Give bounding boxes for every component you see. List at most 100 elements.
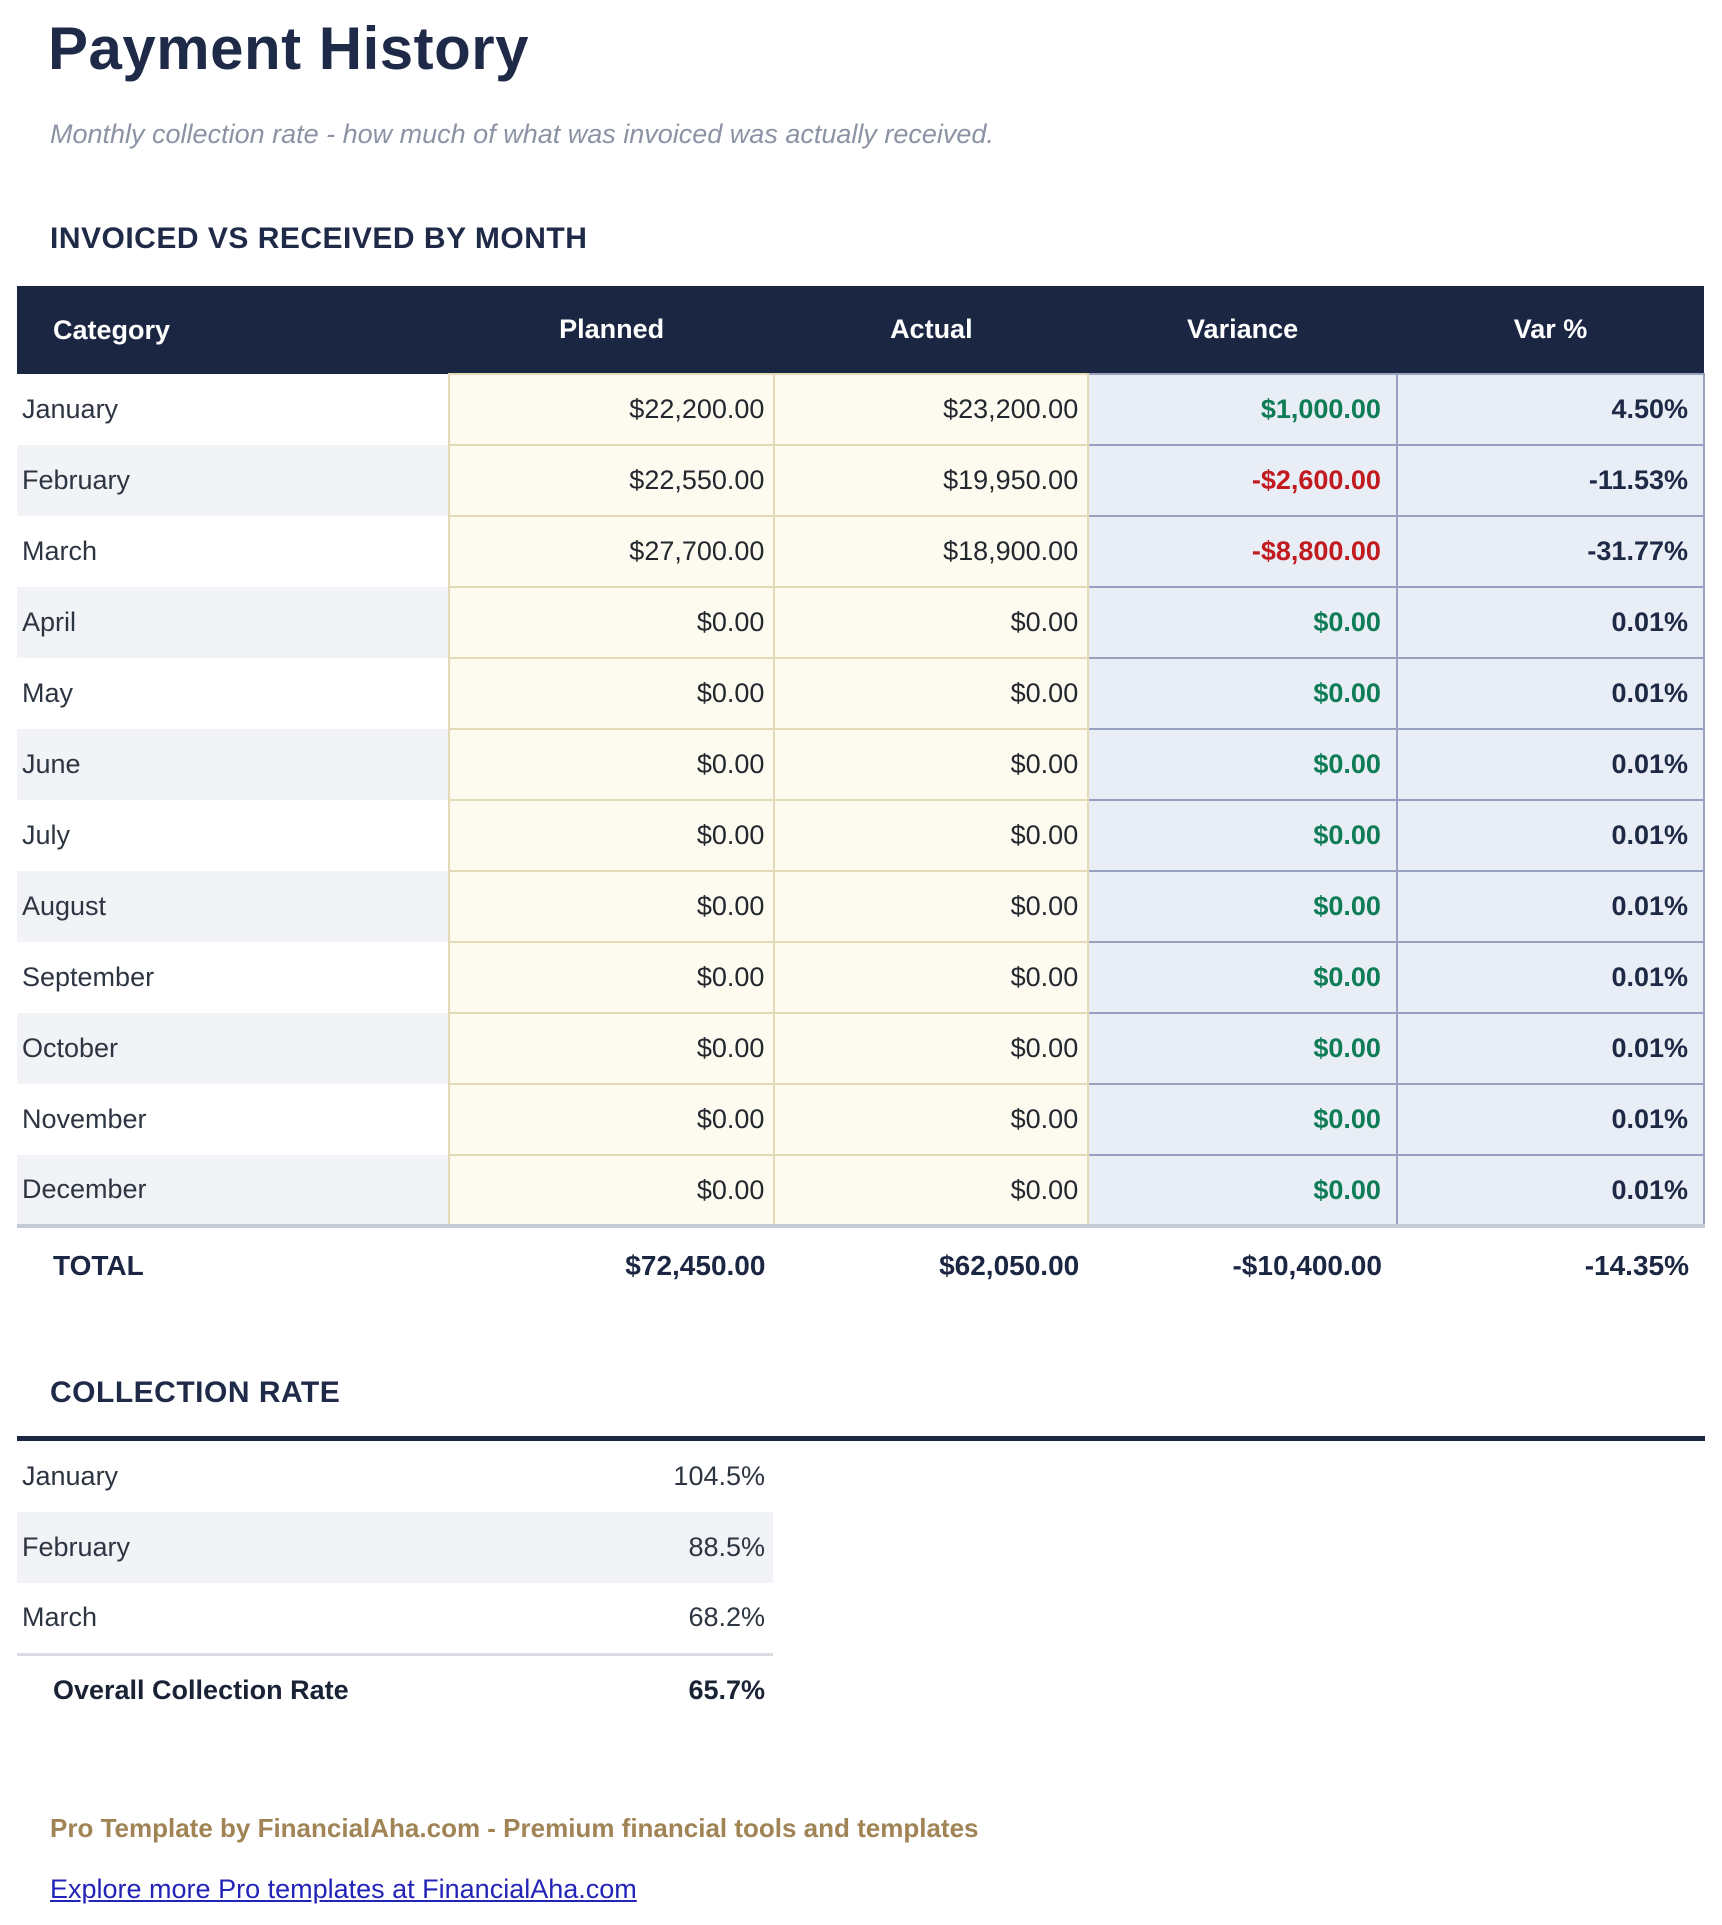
rate-value: 88.5%	[432, 1512, 773, 1583]
variance-cell: $0.00	[1087, 586, 1398, 659]
category-cell: February	[17, 445, 449, 516]
category-cell: August	[17, 871, 449, 942]
var-pct-cell: 0.01%	[1395, 728, 1706, 801]
var-pct-cell: 0.01%	[1395, 1083, 1706, 1156]
var-pct-cell: -31.77%	[1395, 515, 1706, 588]
category-cell: November	[17, 1084, 449, 1155]
column-header-var-pct: Var %	[1396, 286, 1704, 374]
table-row-may: May $0.00 $0.00 $0.00 0.01%	[17, 657, 1706, 730]
planned-cell: $0.00	[447, 941, 776, 1014]
var-pct-cell: 0.01%	[1395, 586, 1706, 659]
table-row-november: November $0.00 $0.00 $0.00 0.01%	[17, 1083, 1706, 1156]
actual-cell: $0.00	[773, 1154, 1090, 1228]
variance-cell: $1,000.00	[1087, 373, 1398, 446]
actual-cell: $0.00	[773, 1012, 1090, 1085]
table-row-december: December $0.00 $0.00 $0.00 0.01%	[17, 1154, 1706, 1228]
category-cell: October	[17, 1013, 449, 1084]
var-pct-cell: 0.01%	[1395, 799, 1706, 872]
var-pct-cell: 0.01%	[1395, 941, 1706, 1014]
table-row-january: January $22,200.00 $23,200.00 $1,000.00 …	[17, 373, 1706, 446]
var-pct-cell: 4.50%	[1395, 373, 1706, 446]
page-title: Payment History	[48, 15, 529, 82]
category-cell: January	[17, 374, 449, 445]
planned-cell: $0.00	[447, 1154, 776, 1228]
column-header-actual: Actual	[774, 286, 1089, 374]
rate-row-february: February 88.5%	[17, 1512, 773, 1583]
variance-cell: $0.00	[1087, 870, 1398, 943]
total-actual: $62,050.00	[939, 1250, 1080, 1281]
actual-cell: $0.00	[773, 657, 1090, 730]
variance-cell: $0.00	[1087, 1154, 1398, 1228]
rate-value: 68.2%	[688, 1602, 765, 1633]
overall-rate-label: Overall Collection Rate	[17, 1652, 433, 1725]
table-row-april: April $0.00 $0.00 $0.00 0.01%	[17, 586, 1706, 659]
var-pct-cell: 0.01%	[1395, 657, 1706, 730]
actual-cell: $0.00	[773, 728, 1090, 801]
total-label: TOTAL	[53, 1250, 144, 1281]
actual-cell: $0.00	[773, 941, 1090, 1014]
planned-cell: $0.00	[447, 799, 776, 872]
rate-row-january: January 104.5%	[17, 1441, 773, 1512]
planned-cell: $27,700.00	[447, 515, 776, 588]
actual-cell: $0.00	[773, 586, 1090, 659]
table-row-september: September $0.00 $0.00 $0.00 0.01%	[17, 941, 1706, 1014]
variance-cell: -$8,800.00	[1087, 515, 1398, 588]
actual-cell: $18,900.00	[773, 515, 1090, 588]
rate-value: 104.5%	[673, 1461, 765, 1491]
variance-cell: $0.00	[1087, 941, 1398, 1014]
table-header-row: Category Planned Actual Variance Var %	[17, 286, 1704, 374]
planned-cell: $0.00	[447, 586, 776, 659]
planned-cell: $0.00	[447, 657, 776, 730]
category-cell: March	[17, 516, 449, 587]
column-header-category: Category	[17, 286, 449, 374]
actual-cell: $23,200.00	[773, 373, 1090, 446]
planned-cell: $0.00	[447, 1012, 776, 1085]
planned-cell: $0.00	[447, 1083, 776, 1156]
total-row: TOTAL $72,450.00 $62,050.00 -$10,400.00 …	[17, 1226, 1704, 1304]
variance-cell: $0.00	[1087, 799, 1398, 872]
rate-month-label: January	[22, 1461, 119, 1491]
category-cell: April	[17, 587, 449, 658]
variance-cell: $0.00	[1087, 1083, 1398, 1156]
var-pct-cell: 0.01%	[1395, 870, 1706, 943]
footer-promo-text: Pro Template by FinancialAha.com - Premi…	[50, 1813, 979, 1843]
column-header-planned: Planned	[448, 286, 775, 374]
var-pct-cell: 0.01%	[1395, 1012, 1706, 1085]
table-row-july: July $0.00 $0.00 $0.00 0.01%	[17, 799, 1706, 872]
collection-rate-table: January 104.5% February 88.5% March 68.2…	[17, 1441, 773, 1725]
actual-cell: $19,950.00	[773, 444, 1090, 517]
overall-rate-value: 65.7%	[432, 1652, 773, 1725]
section-divider	[17, 1436, 1705, 1441]
category-cell: July	[17, 800, 449, 871]
planned-cell: $22,550.00	[447, 444, 776, 517]
var-pct-cell: 0.01%	[1395, 1154, 1706, 1228]
variance-cell: -$2,600.00	[1087, 444, 1398, 517]
var-pct-cell: -11.53%	[1395, 444, 1706, 517]
invoiced-section-heading: INVOICED VS RECEIVED BY MONTH	[50, 222, 588, 255]
table-row-october: October $0.00 $0.00 $0.00 0.01%	[17, 1012, 1706, 1085]
actual-cell: $0.00	[773, 799, 1090, 872]
variance-cell: $0.00	[1087, 1012, 1398, 1085]
total-planned: $72,450.00	[625, 1250, 766, 1281]
collection-rate-heading: COLLECTION RATE	[50, 1376, 341, 1409]
category-cell: May	[17, 658, 449, 729]
category-cell: December	[17, 1155, 449, 1228]
actual-cell: $0.00	[773, 870, 1090, 943]
rate-row-march: March 68.2%	[17, 1583, 773, 1654]
category-cell: June	[17, 729, 449, 800]
rate-month-label: March	[22, 1602, 98, 1633]
table-row-march: March $27,700.00 $18,900.00 -$8,800.00 -…	[17, 515, 1706, 588]
footer-link[interactable]: Explore more Pro templates at FinancialA…	[50, 1874, 637, 1904]
column-header-variance: Variance	[1088, 286, 1397, 374]
actual-cell: $0.00	[773, 1083, 1090, 1156]
planned-cell: $0.00	[447, 728, 776, 801]
invoiced-vs-received-table: Category Planned Actual Variance Var % J…	[17, 286, 1706, 1304]
rate-month-label: February	[17, 1512, 433, 1583]
total-var-pct: -14.35%	[1584, 1250, 1689, 1281]
planned-cell: $0.00	[447, 870, 776, 943]
planned-cell: $22,200.00	[447, 373, 776, 446]
table-row-february: February $22,550.00 $19,950.00 -$2,600.0…	[17, 444, 1706, 517]
overall-collection-rate-row: Overall Collection Rate 65.7%	[17, 1652, 773, 1725]
total-variance: -$10,400.00	[1232, 1250, 1382, 1281]
